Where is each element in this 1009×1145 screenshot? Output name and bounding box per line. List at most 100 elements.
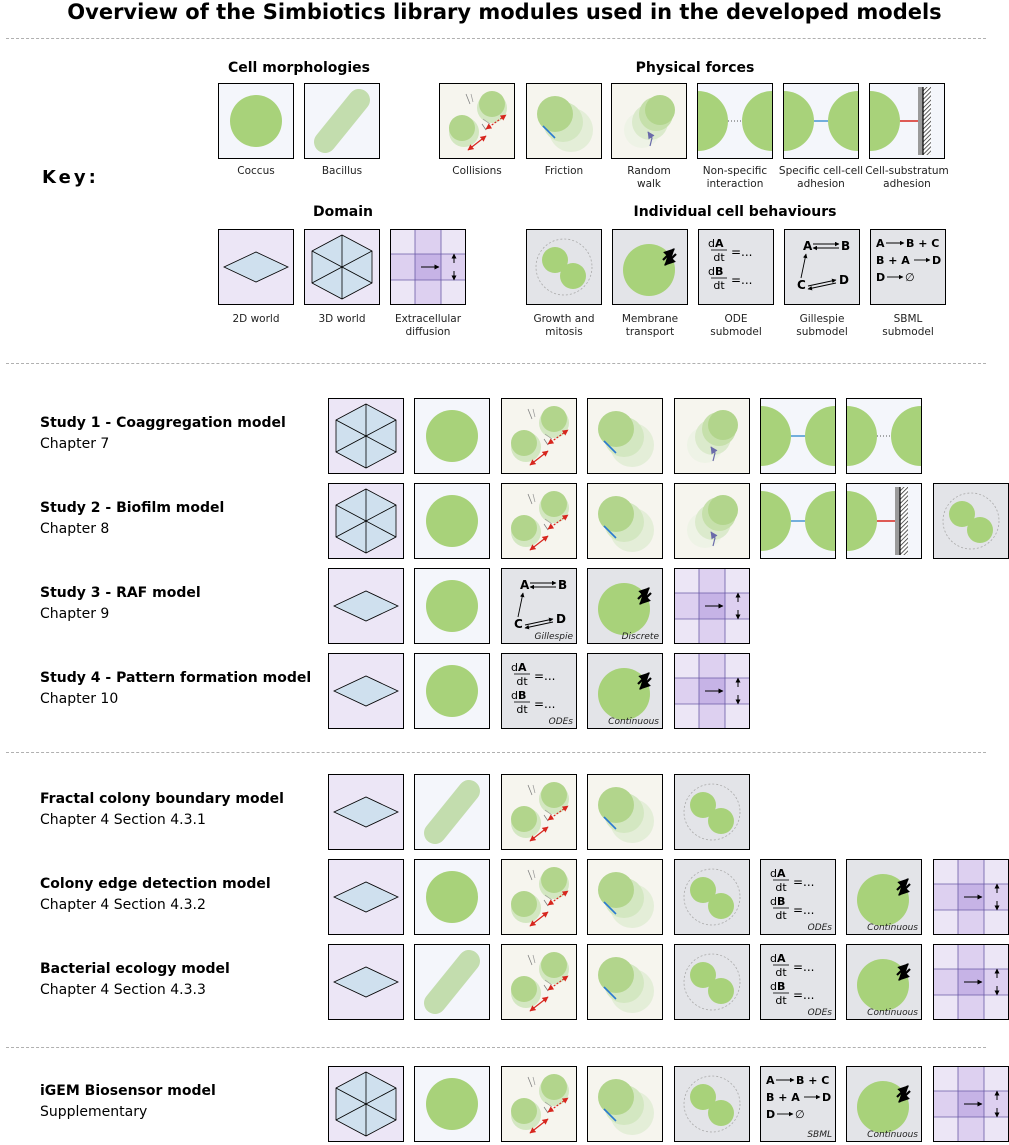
caption-random-walk: Random walk	[627, 165, 671, 190]
gillespie-icon: A B C D	[514, 578, 567, 631]
model-subtitle: Chapter 4 Section 4.3.3	[40, 982, 206, 998]
tile-subtitle: Continuous	[867, 1130, 918, 1140]
bacillus-icon	[424, 950, 480, 1014]
non-specific-icon	[847, 406, 921, 466]
svg-text:B: B	[715, 265, 723, 278]
svg-text:dt: dt	[713, 251, 725, 264]
svg-text:∅: ∅	[905, 271, 915, 284]
caption-specific-adhesion: Specific cell-cell adhesion	[778, 165, 864, 190]
collisions-icon	[511, 1074, 569, 1134]
svg-text:C: C	[514, 617, 523, 631]
world-3d-icon	[335, 1071, 397, 1137]
tile-membrane-continuous: Continuous	[587, 653, 663, 729]
model-title: Fractal colony boundary model	[40, 791, 284, 807]
caption-sbml: SBML submodel	[882, 313, 934, 338]
tile-gillespie: A B C D	[784, 229, 860, 305]
friction-icon	[598, 957, 654, 1013]
tile-growth	[674, 944, 750, 1020]
tile-subtitle: Continuous	[867, 1008, 918, 1018]
tile-diffusion	[390, 229, 466, 305]
svg-text:A: A	[777, 867, 786, 880]
world-3d-icon	[335, 488, 397, 554]
growth-icon	[683, 868, 741, 926]
growth-icon	[683, 783, 741, 841]
ode-icon: d A dt =... d B dt =...	[511, 661, 556, 716]
world-3d-icon	[335, 403, 397, 469]
svg-text:B: B	[777, 895, 785, 908]
ode-icon: d A dt =... d B dt =...	[708, 237, 753, 292]
tile-world-3d	[328, 398, 404, 474]
section-cell-morphologies: Cell morphologies	[227, 60, 371, 76]
caption-diffusion: Extracellular diffusion	[394, 313, 462, 338]
svg-text:d: d	[708, 265, 715, 278]
coccus-icon	[426, 495, 478, 547]
diffusion-icon	[934, 860, 1008, 934]
world-2d-icon	[333, 966, 399, 998]
caption-gillespie: Gillespie submodel	[796, 313, 848, 338]
tile-world-2d	[328, 774, 404, 850]
tile-world-2d	[328, 944, 404, 1020]
svg-text:B + A: B + A	[766, 1091, 800, 1104]
svg-text:A: A	[520, 578, 530, 592]
svg-text:=...: =...	[793, 903, 815, 917]
friction-icon	[598, 1079, 654, 1135]
model-title: Colony edge detection model	[40, 876, 271, 892]
tile-random-walk	[674, 398, 750, 474]
svg-text:dt: dt	[775, 909, 787, 922]
divider-3	[6, 752, 986, 753]
tile-friction	[587, 859, 663, 935]
svg-text:=...: =...	[534, 669, 556, 683]
tile-diffusion	[674, 568, 750, 644]
divider-1	[6, 38, 986, 39]
collisions-icon	[511, 782, 569, 842]
svg-text:D: D	[766, 1108, 775, 1121]
svg-text:B + A: B + A	[876, 254, 910, 267]
tile-membrane-discrete: Discrete	[587, 568, 663, 644]
svg-text:d: d	[770, 895, 777, 908]
svg-text:=...: =...	[731, 245, 753, 259]
world-3d-icon	[311, 234, 373, 300]
tile-sbml: A B + C B + A D D ∅ SBML	[760, 1066, 836, 1142]
tile-collisions	[501, 774, 577, 850]
tile-specific-adhesion	[760, 483, 836, 559]
collisions-icon	[511, 406, 569, 466]
svg-text:dt: dt	[516, 703, 528, 716]
model-subtitle: Chapter 4 Section 4.3.1	[40, 812, 206, 828]
tile-world-2d	[328, 653, 404, 729]
tile-friction	[526, 83, 602, 159]
svg-text:D: D	[876, 271, 885, 284]
tile-world-2d	[328, 859, 404, 935]
growth-icon	[942, 492, 1000, 550]
tile-coccus	[414, 859, 490, 935]
diffusion-icon	[675, 654, 749, 728]
tile-random-walk	[611, 83, 687, 159]
tile-friction	[587, 944, 663, 1020]
tile-coccus	[414, 568, 490, 644]
svg-text:dt: dt	[516, 675, 528, 688]
svg-text:A: A	[777, 952, 786, 965]
friction-icon	[537, 96, 593, 152]
tile-coccus	[414, 483, 490, 559]
caption-non-specific: Non-specific interaction	[702, 165, 768, 190]
svg-text:A: A	[803, 239, 813, 253]
diffusion-icon	[675, 569, 749, 643]
tile-bacillus	[414, 774, 490, 850]
caption-membrane: Membrane transport	[621, 313, 679, 338]
tile-ode: d A dt =... d B dt =... ODEs	[760, 944, 836, 1020]
svg-text:d: d	[511, 661, 518, 674]
svg-text:A: A	[715, 237, 724, 250]
tile-coccus	[414, 653, 490, 729]
collisions-icon	[511, 867, 569, 927]
model-subtitle: Supplementary	[40, 1104, 148, 1120]
specific-adhesion-icon	[784, 91, 858, 151]
tile-subtitle: Continuous	[867, 923, 918, 933]
tile-friction	[587, 1066, 663, 1142]
tile-non-specific	[697, 83, 773, 159]
svg-text:∅: ∅	[795, 1108, 805, 1121]
tile-membrane-continuous: Continuous	[846, 1066, 922, 1142]
non-specific-icon	[698, 91, 772, 151]
caption-collisions: Collisions	[452, 165, 502, 177]
tile-world-2d	[218, 229, 294, 305]
tile-coccus	[414, 398, 490, 474]
sbml-icon: A B + C B + A D D ∅	[766, 1074, 831, 1121]
